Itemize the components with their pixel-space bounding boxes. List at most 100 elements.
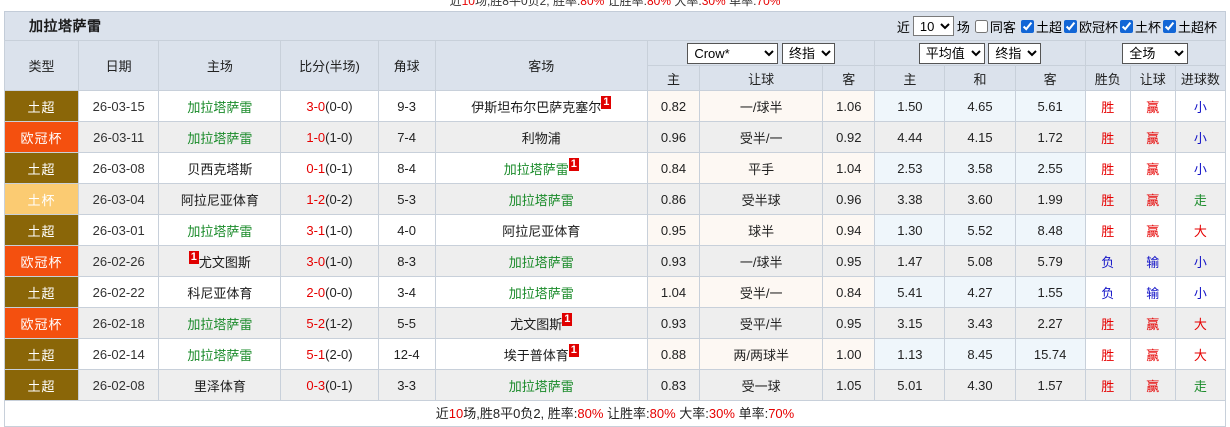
table-row[interactable]: 土超 26-03-08 贝西克塔斯 0-1(0-1) 8-4 加拉塔萨雷 1 0.84 平手 1.… — [3, 152, 1227, 184]
cell-home-team[interactable]: 科尼亚体育 — [158, 276, 282, 308]
footer-p2: 场,胜8平0负2, 胜率: — [463, 406, 578, 421]
cell-score[interactable]: 3-1(1-0) — [280, 214, 379, 246]
cell-score[interactable]: 3-0(1-0) — [280, 245, 379, 277]
table-head-row-1: 类型 日期 主场 比分(半场) 角球 客场 Crow*Bet365Interwe… — [3, 40, 1227, 91]
cell-away-team[interactable]: 阿拉尼亚体育 — [434, 214, 648, 246]
cell-result-winloss: 胜 — [1084, 307, 1131, 339]
same-venue-checkbox[interactable]: 同客 — [974, 17, 1016, 36]
table-row[interactable]: 土超 26-03-15 加拉塔萨雷 3-0(0-0) 9-3 伊斯坦布尔巴萨克塞尔 1 0.8… — [3, 90, 1227, 122]
cell-home-team-label: 科尼亚体育 — [187, 285, 253, 301]
cell-home-team[interactable]: 加拉塔萨雷 — [158, 338, 282, 370]
odds-company-select[interactable]: Crow*Bet365Interwetten威廉希尔 — [687, 42, 779, 64]
score-fulltime: 1-0 — [306, 129, 326, 145]
cell-home-team[interactable]: 加拉塔萨雷 — [158, 121, 282, 153]
cell-home-team[interactable]: 里泽体育 — [158, 369, 282, 401]
table-row[interactable]: 土超 26-03-01 加拉塔萨雷 3-1(1-0) 4-0 阿拉尼亚体育 0.95 球半 0.… — [3, 214, 1227, 246]
col-hcp-home[interactable]: 主 — [646, 65, 701, 91]
col-eu-home[interactable]: 主 — [874, 65, 946, 91]
period-select[interactable]: 全场上半场 — [1122, 42, 1189, 64]
competition-filter-input-0[interactable] — [1020, 19, 1034, 33]
cell-result-handicap: 赢 — [1129, 183, 1176, 215]
col-hcp-line[interactable]: 让球 — [699, 65, 824, 91]
cell-score[interactable]: 5-1(2-0) — [280, 338, 379, 370]
cell-home-team[interactable]: 加拉塔萨雷 — [158, 307, 282, 339]
cell-score[interactable]: 0-1(0-1) — [280, 152, 379, 184]
col-corner[interactable]: 角球 — [377, 40, 436, 91]
table-row[interactable]: 土超 26-02-22 科尼亚体育 2-0(0-0) 3-4 加拉塔萨雷 1.04 受半/一 0… — [3, 276, 1227, 308]
cell-score[interactable]: 1-0(1-0) — [280, 121, 379, 153]
col-eu-away[interactable]: 客 — [1014, 65, 1086, 91]
competition-filter-input-3[interactable] — [1162, 19, 1176, 33]
table-row[interactable]: 土超 26-02-08 里泽体育 0-3(0-1) 3-3 加拉塔萨雷 0.83 受一球 1.0… — [3, 369, 1227, 401]
competition-filter-input-2[interactable] — [1119, 19, 1133, 33]
table-row[interactable]: 欧冠杯 26-03-11 加拉塔萨雷 1-0(1-0) 7-4 利物浦 0.96 受半/一 0.… — [3, 121, 1227, 153]
cell-home-team[interactable]: 1 尤文图斯 — [158, 245, 282, 277]
red-card-badge: 1 — [601, 95, 612, 109]
cell-away-team-label: 加拉塔萨雷 — [508, 254, 574, 270]
cell-competition-type[interactable]: 欧冠杯 — [3, 121, 80, 153]
competition-filter-input-1[interactable] — [1063, 19, 1077, 33]
cell-away-team[interactable]: 加拉塔萨雷 — [434, 183, 648, 215]
handicap-time-select[interactable]: 初指终指 — [781, 42, 835, 64]
cell-score[interactable]: 5-2(1-2) — [280, 307, 379, 339]
competition-filter-1[interactable]: 欧冠杯 — [1063, 17, 1118, 36]
col-away[interactable]: 客场 — [434, 40, 648, 91]
col-date[interactable]: 日期 — [78, 40, 160, 91]
cell-competition-type[interactable]: 欧冠杯 — [3, 245, 80, 277]
top-p1: 近 — [449, 0, 462, 8]
cell-away-team[interactable]: 利物浦 — [434, 121, 648, 153]
cell-handicap-away-odds: 0.96 — [822, 183, 876, 215]
cell-competition-type[interactable]: 土超 — [3, 369, 80, 401]
cell-europe-away-odds: 8.48 — [1014, 214, 1086, 246]
table-row[interactable]: 欧冠杯 26-02-18 加拉塔萨雷 5-2(1-2) 5-5 尤文图斯 1 0.93 受平/半… — [3, 307, 1227, 339]
col-res-wl[interactable]: 胜负 — [1084, 65, 1131, 91]
cell-home-team[interactable]: 加拉塔萨雷 — [158, 90, 282, 122]
table-row[interactable]: 土超 26-02-14 加拉塔萨雷 5-1(2-0) 12-4 埃于普体育 1 0.88 两/两… — [3, 338, 1227, 370]
col-type[interactable]: 类型 — [3, 40, 80, 91]
cell-home-team[interactable]: 贝西克塔斯 — [158, 152, 282, 184]
cell-handicap-line: 受平/半 — [699, 307, 824, 339]
cell-competition-type[interactable]: 欧冠杯 — [3, 307, 80, 339]
cell-away-team[interactable]: 加拉塔萨雷 1 — [434, 152, 648, 184]
col-res-hcp[interactable]: 让球 — [1129, 65, 1176, 91]
competition-filter-2[interactable]: 土杯 — [1119, 17, 1161, 36]
table-row[interactable]: 土杯 26-03-04 阿拉尼亚体育 1-2(0-2) 5-3 加拉塔萨雷 0.86 受半球 0… — [3, 183, 1227, 215]
col-home[interactable]: 主场 — [158, 40, 282, 91]
cell-home-team[interactable]: 阿拉尼亚体育 — [158, 183, 282, 215]
cell-result-handicap: 赢 — [1129, 338, 1176, 370]
cell-score[interactable]: 2-0(0-0) — [280, 276, 379, 308]
cell-competition-type[interactable]: 土超 — [3, 152, 80, 184]
cell-handicap-line: 两/两球半 — [699, 338, 824, 370]
cell-competition-type[interactable]: 土杯 — [3, 183, 80, 215]
cell-result-goals: 走 — [1174, 183, 1227, 215]
cell-home-team[interactable]: 加拉塔萨雷 — [158, 214, 282, 246]
same-venue-input[interactable] — [974, 19, 988, 33]
cell-score[interactable]: 3-0(0-0) — [280, 90, 379, 122]
cell-away-team[interactable]: 加拉塔萨雷 — [434, 369, 648, 401]
cell-away-team[interactable]: 尤文图斯 1 — [434, 307, 648, 339]
footer-winrate: 80% — [577, 406, 604, 421]
cell-score[interactable]: 0-3(0-1) — [280, 369, 379, 401]
europe-time-select[interactable]: 初指终指 — [988, 42, 1042, 64]
match-count-select[interactable]: 610203050 — [912, 16, 954, 36]
cell-away-team[interactable]: 加拉塔萨雷 — [434, 276, 648, 308]
competition-filter-3[interactable]: 土超杯 — [1162, 17, 1217, 36]
cell-competition-type[interactable]: 土超 — [3, 214, 80, 246]
top-n: 10 — [461, 0, 475, 8]
col-hcp-away[interactable]: 客 — [822, 65, 876, 91]
cell-competition-type[interactable]: 土超 — [3, 276, 80, 308]
col-score[interactable]: 比分(半场) — [280, 40, 379, 91]
cell-competition-type[interactable]: 土超 — [3, 90, 80, 122]
competition-filter-0[interactable]: 土超 — [1020, 17, 1062, 36]
cell-europe-draw-odds: 5.08 — [944, 245, 1016, 277]
cell-away-team[interactable]: 埃于普体育 1 — [434, 338, 648, 370]
table-row[interactable]: 欧冠杯 26-02-26 1 尤文图斯 3-0(1-0) 8-3 加拉塔萨雷 0.93 一/球半… — [3, 245, 1227, 277]
col-eu-draw[interactable]: 和 — [944, 65, 1016, 91]
cell-away-team[interactable]: 伊斯坦布尔巴萨克塞尔 1 — [434, 90, 648, 122]
europe-type-select[interactable]: 平均值最高值最低值 — [918, 42, 985, 64]
cell-competition-type[interactable]: 土超 — [3, 338, 80, 370]
cell-score[interactable]: 1-2(0-2) — [280, 183, 379, 215]
cell-away-team[interactable]: 加拉塔萨雷 — [434, 245, 648, 277]
col-res-goals[interactable]: 进球数 — [1174, 65, 1227, 91]
